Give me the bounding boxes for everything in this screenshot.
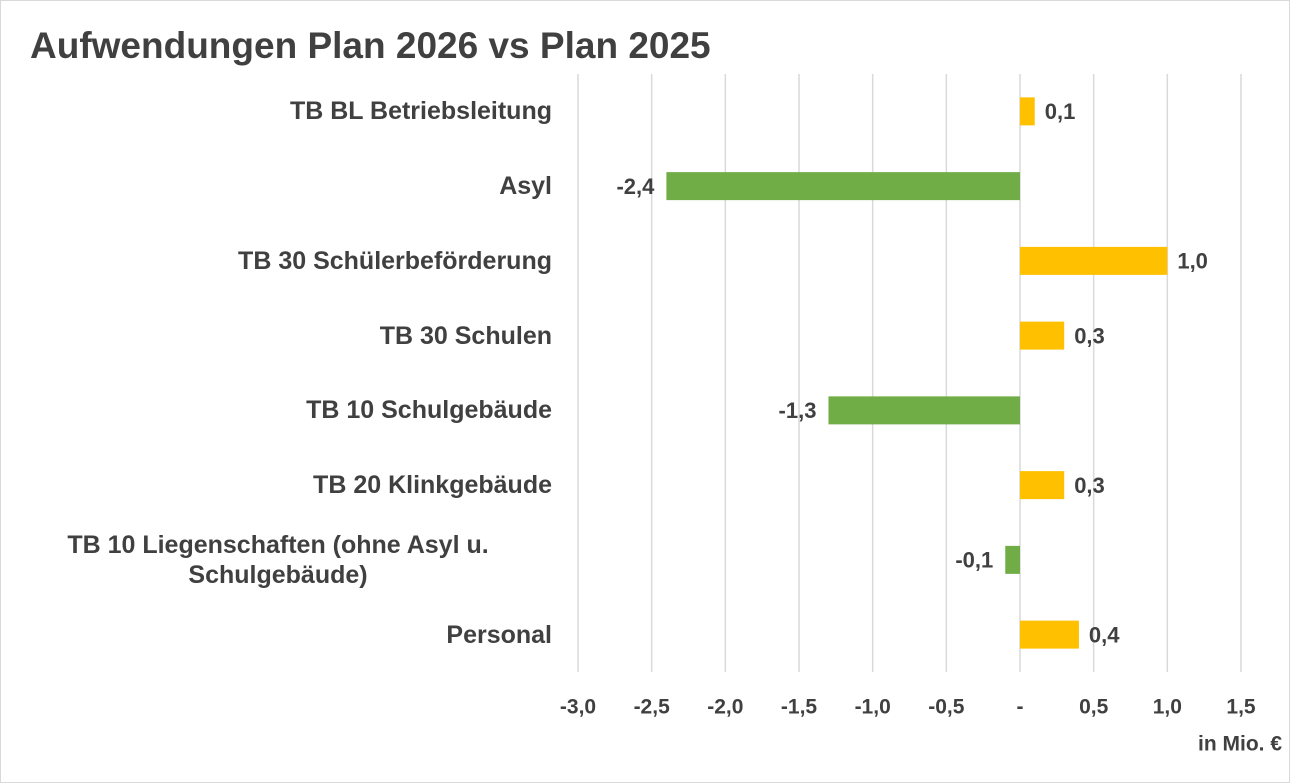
y-tick-label: Personal xyxy=(446,620,552,649)
bar xyxy=(1005,545,1020,574)
x-tick-label: -2,0 xyxy=(707,696,743,719)
data-label: -1,3 xyxy=(779,398,817,423)
y-tick-label: TB 30 Schulen xyxy=(379,321,552,350)
bar xyxy=(1020,620,1079,649)
data-label: 1,0 xyxy=(1177,249,1208,274)
x-tick-label: -2,5 xyxy=(634,696,671,719)
bar xyxy=(1020,246,1168,275)
y-tick-label: TB 20 Klinkgebäude xyxy=(313,471,552,500)
bar xyxy=(1020,471,1065,500)
data-label: -0,1 xyxy=(955,548,993,573)
x-tick-label: -1,0 xyxy=(855,696,891,719)
y-tick-label: Asyl xyxy=(499,172,552,201)
y-tick-label: TB 30 Schülerbeförderung xyxy=(238,246,552,275)
data-label: 0,3 xyxy=(1074,473,1105,498)
bar xyxy=(828,396,1020,425)
bar xyxy=(1020,97,1035,126)
bar xyxy=(1020,321,1065,350)
data-label: 0,1 xyxy=(1045,99,1076,124)
y-tick-label: TB 10 Liegenschaften (ohne Asyl u. Schul… xyxy=(67,530,489,589)
x-axis-label: in Mio. € xyxy=(1198,733,1282,756)
data-label: 0,4 xyxy=(1089,622,1120,647)
chart-title: Aufwendungen Plan 2026 vs Plan 2025 xyxy=(30,25,711,66)
data-label: -2,4 xyxy=(616,174,655,199)
x-tick-label: 0,5 xyxy=(1079,696,1109,719)
x-tick-label: - xyxy=(1017,696,1024,719)
x-tick-label: -3,0 xyxy=(560,696,596,719)
x-tick-label: 1,5 xyxy=(1226,696,1256,719)
bar xyxy=(666,172,1020,201)
x-tick-label: -1,5 xyxy=(781,696,818,719)
y-tick-label: TB BL Betriebsleitung xyxy=(289,97,552,126)
data-label: 0,3 xyxy=(1074,323,1105,348)
x-tick-label: -0,5 xyxy=(928,696,965,719)
x-tick-label: 1,0 xyxy=(1153,696,1182,719)
y-tick-label: TB 10 Schulgebäude xyxy=(306,396,552,425)
